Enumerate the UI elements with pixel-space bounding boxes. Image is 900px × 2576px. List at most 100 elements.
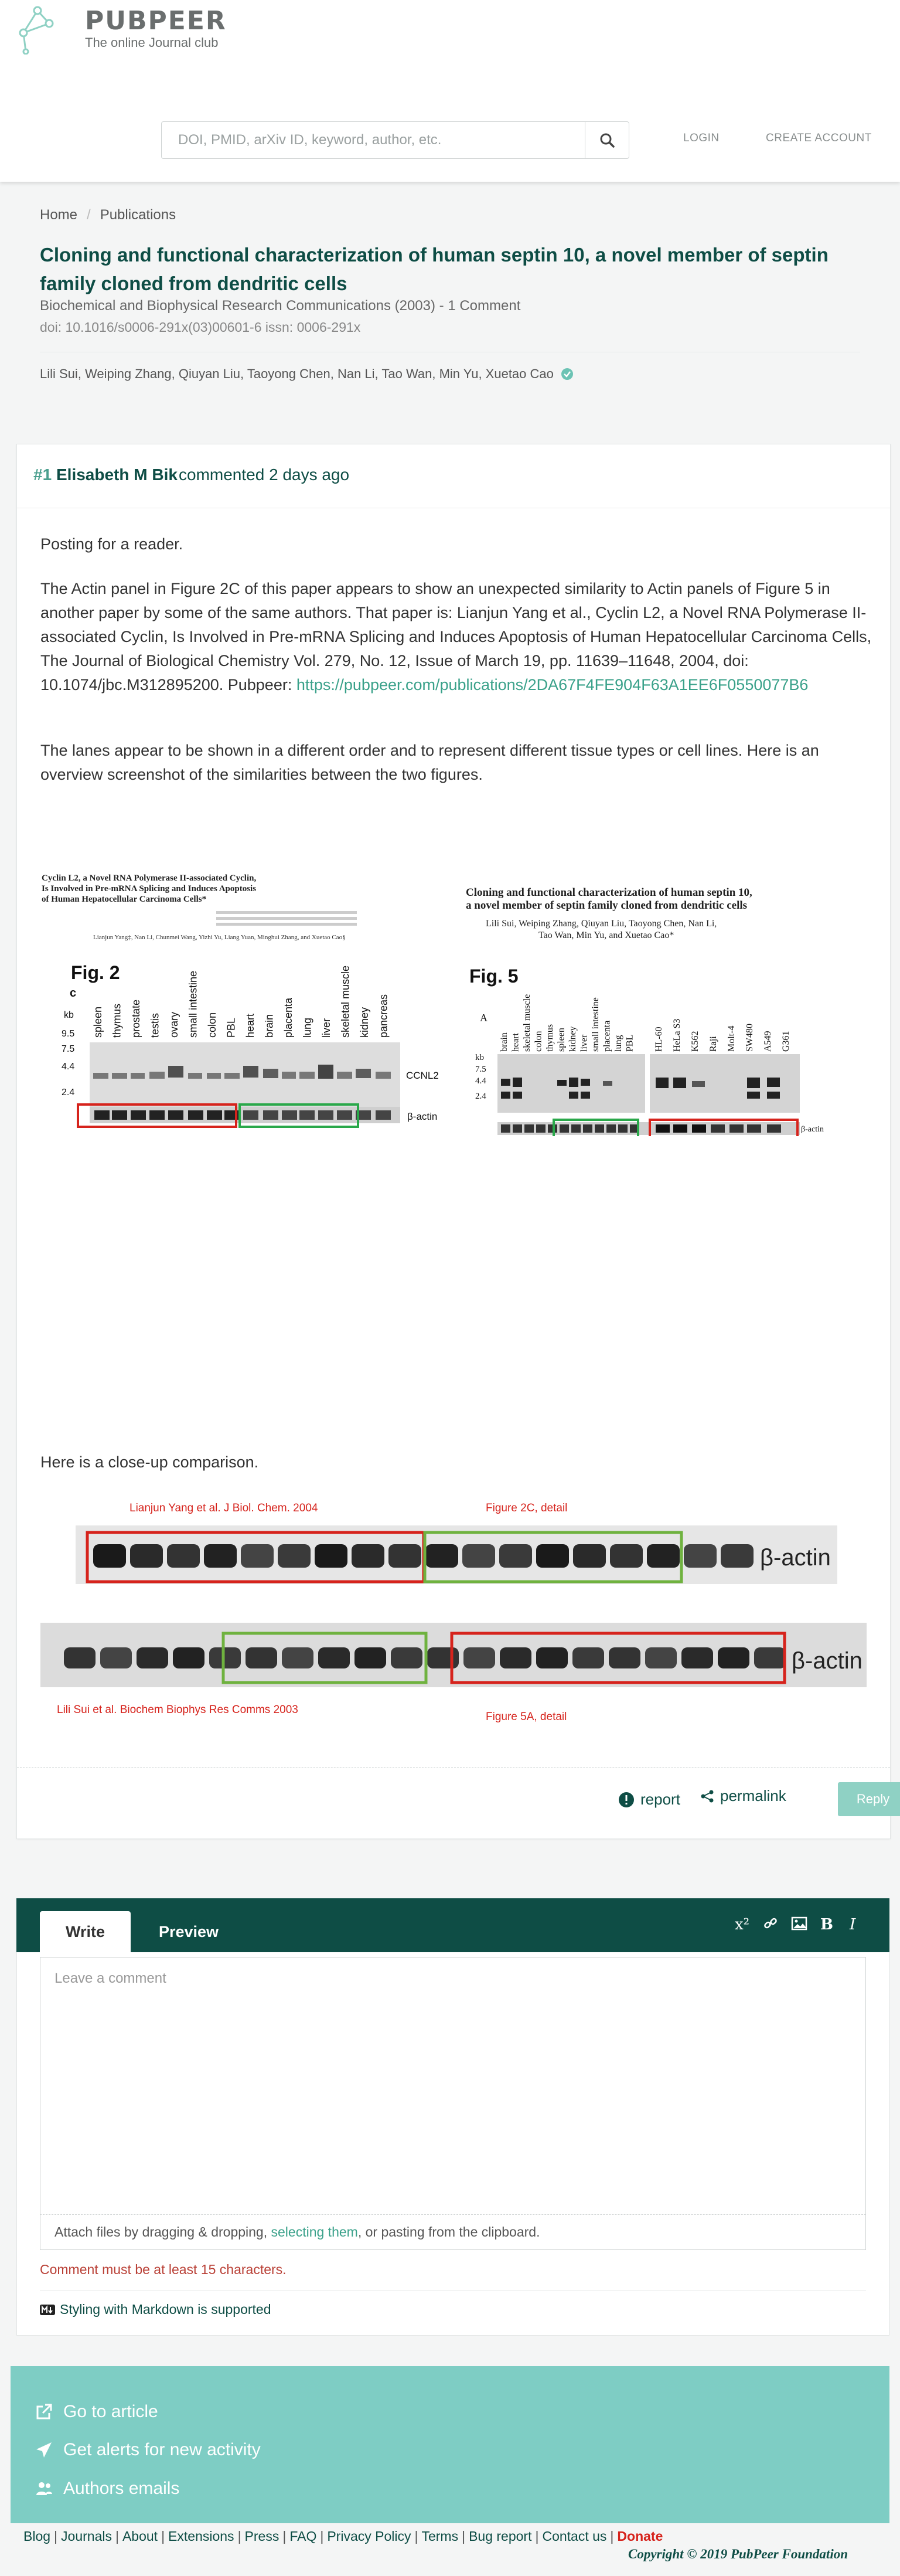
authors-emails-link[interactable]: Authors emails [35, 2479, 179, 2499]
blot-band [572, 1647, 604, 1668]
fig1-left-kb-label: kb [64, 1010, 74, 1020]
fig1-right-lane-label: small intestine [591, 997, 601, 1052]
blot-band [463, 1647, 495, 1668]
fig1-left-lane-label: kidney [359, 1007, 370, 1038]
reply-button[interactable]: Reply [838, 1782, 900, 1816]
pubpeer-logo-icon[interactable] [18, 5, 54, 55]
comment-paragraph: The Actin panel in Figure 2C of this pap… [40, 577, 872, 697]
comment-text: The Actin panel in Figure 2C of this pap… [40, 580, 872, 694]
get-alerts-link[interactable]: Get alerts for new activity [35, 2440, 261, 2460]
breadcrumb-home[interactable]: Home [40, 207, 78, 223]
blot-band [645, 1647, 677, 1668]
users-icon [36, 2482, 52, 2495]
blot-band [647, 1544, 680, 1568]
fig1-left-lane-label: lung [302, 1018, 313, 1038]
closeup-figure[interactable]: Lianjun Yang et al. J Biol. Chem. 2004 F… [40, 1493, 872, 1739]
blot-band [352, 1544, 384, 1568]
blot-band [204, 1544, 237, 1568]
blot-band [173, 1647, 204, 1668]
blot-band [93, 1544, 126, 1568]
fig1-right-kb-label: kb [475, 1053, 484, 1062]
blot-band [209, 1647, 241, 1668]
fig2-bottom-right-caption: Figure 5A, detail [486, 1711, 567, 1723]
fig1-left-actin: β-actin [407, 1111, 437, 1122]
pubpeer-link[interactable]: https://pubpeer.com/publications/2DA67F4… [296, 676, 809, 694]
tab-write[interactable]: Write [40, 1911, 131, 1952]
markdown-help-link[interactable]: Styling with Markdown is supported [40, 2302, 271, 2317]
fig1-right-lane-label: SW480 [745, 1024, 755, 1052]
fig1-left-lane-label: ovary [168, 1012, 180, 1038]
footer-actions [11, 2366, 889, 2523]
tab-preview[interactable]: Preview [158, 1922, 219, 1941]
authors-emails-label: Authors emails [63, 2479, 180, 2498]
fig1-left-kb-label: 7.5 [62, 1044, 74, 1054]
permalink-link[interactable]: permalink [700, 1787, 786, 1805]
paper-plane-icon [36, 2442, 52, 2458]
article-title[interactable]: Cloning and functional characterization … [40, 244, 829, 294]
create-account-link[interactable]: CREATE ACCOUNT [766, 132, 872, 144]
footer-link-extensions[interactable]: Extensions [168, 2528, 234, 2544]
fig1-left-title: Cyclin L2, a Novel RNA Polymerase II-ass… [42, 874, 258, 904]
footer-link-terms[interactable]: Terms [421, 2528, 459, 2544]
footer-link-journals[interactable]: Journals [61, 2528, 112, 2544]
fig2-top-right-caption: Figure 2C, detail [486, 1502, 567, 1514]
fig1-right-lane-label: A549 [763, 1031, 773, 1052]
comment-author[interactable]: Elisabeth M Bik [56, 465, 178, 484]
login-link[interactable]: LOGIN [683, 132, 720, 144]
comment-number[interactable]: #1 [33, 465, 52, 484]
footer-link-press[interactable]: Press [244, 2528, 279, 2544]
footer-link-faq[interactable]: FAQ [289, 2528, 317, 2544]
select-files-link[interactable]: selecting them [271, 2224, 358, 2239]
footer-link-donate[interactable]: Donate [617, 2528, 663, 2544]
footer-link-privacy[interactable]: Privacy Policy [327, 2528, 411, 2544]
blot-band [500, 1647, 531, 1668]
closeup-figure-image: Lianjun Yang et al. J Biol. Chem. 2004 F… [40, 1502, 867, 1723]
image-icon[interactable] [791, 1916, 807, 1935]
blot-band [536, 1544, 569, 1568]
link-icon[interactable] [763, 1916, 778, 1935]
footer-link-contact[interactable]: Contact us [542, 2528, 607, 2544]
search-input[interactable] [161, 121, 585, 159]
footer-link-blog[interactable]: Blog [23, 2528, 51, 2544]
fig1-left-lane-label: colon [206, 1012, 218, 1038]
superscript-icon[interactable]: x² [735, 1916, 750, 1933]
blot-band [354, 1647, 386, 1668]
fig1-right-lane-label: placenta [602, 1021, 612, 1052]
footer-link-about[interactable]: About [122, 2528, 158, 2544]
fig1-left-lane-label: small intestine [188, 971, 199, 1038]
blot-band [391, 1647, 422, 1668]
italic-icon[interactable]: I [850, 1916, 856, 1933]
blot-band [536, 1647, 568, 1668]
report-link[interactable]: report [618, 1790, 680, 1809]
fig2-bottom-actin: β-actin [792, 1648, 862, 1674]
fig1-right-fig-label: Fig. 5 [469, 966, 519, 987]
fig2-bottom-left-caption: Lili Sui et al. Biochem Biophys Res Comm… [57, 1704, 298, 1716]
authors-list[interactable]: Lili Sui, Weiping Zhang, Qiuyan Liu, Tao… [40, 366, 554, 381]
overview-figure[interactable]: Cyclin L2, a Novel RNA Polymerase II-ass… [40, 866, 872, 1136]
fig1-right-actin: β-actin [801, 1125, 824, 1134]
blot-band [388, 1544, 421, 1568]
footer-link-bug-report[interactable]: Bug report [469, 2528, 532, 2544]
blot-band [681, 1647, 713, 1668]
fig1-right-lane-label: K562 [690, 1031, 700, 1052]
editor-toolbar [16, 1898, 889, 1952]
bold-icon[interactable]: B [820, 1916, 833, 1933]
comment-paragraph: The lanes appear to be shown in a differ… [40, 742, 819, 783]
go-to-article-link[interactable]: Go to article [35, 2402, 158, 2422]
share-icon [701, 1790, 714, 1802]
fig1-left-lane-label: heart [244, 1014, 256, 1038]
attach-files-hint: Attach files by dragging & dropping, sel… [40, 2215, 866, 2250]
search-button[interactable] [585, 121, 629, 159]
comment-textarea[interactable] [40, 1957, 866, 2215]
fig1-right-lane-label: HL-60 [654, 1027, 664, 1052]
brand-name[interactable]: PUBPEER [85, 6, 227, 36]
fig1-right-lane-label: brain [499, 1032, 509, 1052]
blot-band [718, 1647, 749, 1668]
breadcrumb-publications[interactable]: Publications [100, 207, 176, 223]
comment-header: #1 Elisabeth M Bik commented 2 days ago [17, 444, 890, 508]
validation-error: Comment must be at least 15 characters. [40, 2262, 287, 2277]
blot-band [609, 1647, 640, 1668]
fig1-right-lane-label: heart [511, 1032, 521, 1052]
breadcrumb-separator: / [87, 207, 91, 223]
blot-band [721, 1544, 754, 1568]
